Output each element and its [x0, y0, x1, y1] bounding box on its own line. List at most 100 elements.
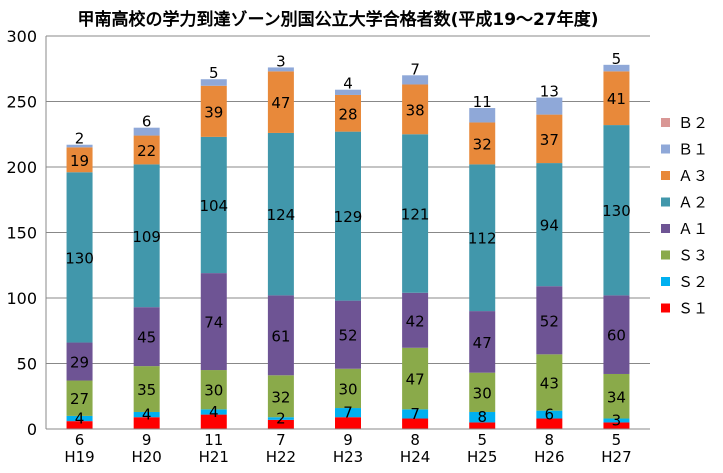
data-label: 7	[410, 60, 420, 78]
data-label: 47	[271, 94, 290, 112]
data-label: 2	[276, 410, 286, 428]
legend-swatch	[661, 118, 670, 127]
bar-segment	[66, 342, 93, 381]
axes	[45, 36, 650, 430]
bar-segment	[133, 127, 160, 136]
data-label: 11	[204, 431, 223, 449]
x-tick-label: H23	[333, 448, 363, 466]
data-label: 5	[612, 431, 622, 449]
bar-segment	[469, 422, 496, 429]
data-label: 5	[477, 431, 487, 449]
bar-segment	[335, 89, 361, 95]
bar-segment	[66, 380, 93, 416]
bar-segment	[469, 164, 496, 312]
bar-segment	[267, 71, 294, 133]
bar-segment	[536, 410, 563, 419]
bar-segment	[603, 295, 630, 374]
bar-segment	[335, 408, 361, 418]
bar-segment	[66, 421, 93, 429]
bar-segment	[335, 131, 361, 301]
data-label: 5	[209, 64, 219, 82]
bar-segment	[469, 122, 496, 165]
data-label: 30	[204, 382, 223, 400]
data-label: 6	[142, 113, 152, 131]
data-label: 7	[276, 431, 286, 449]
bar-segment	[200, 79, 227, 86]
data-label: 130	[65, 249, 94, 267]
data-label: 124	[267, 206, 296, 224]
bar-segment	[469, 311, 496, 373]
data-label: 43	[540, 374, 559, 392]
bar-segment	[335, 94, 361, 132]
x-tick-label: H20	[131, 448, 161, 466]
y-tick-label: 50	[17, 355, 37, 374]
y-tick-label: 250	[6, 93, 37, 112]
bar-segment	[200, 414, 227, 429]
bar-segment	[133, 417, 160, 429]
bar-segment	[133, 307, 160, 367]
bar-segment	[402, 292, 429, 348]
bar-segment	[402, 75, 429, 85]
y-tick-label: 150	[6, 224, 37, 243]
legend-swatch	[661, 303, 670, 313]
data-label: 130	[602, 202, 631, 220]
bar-segment	[469, 372, 496, 412]
bar-segment	[402, 347, 429, 410]
data-label: 47	[473, 334, 492, 352]
legend-label: Ａ１	[678, 220, 708, 238]
data-label: 28	[338, 105, 357, 123]
bar-segment	[335, 368, 361, 409]
data-label: 9	[343, 431, 353, 449]
data-label: 52	[338, 327, 357, 345]
bar-segment	[66, 172, 93, 343]
data-label: 5	[612, 50, 622, 68]
data-label: 38	[406, 101, 425, 119]
legend-label: Ｓ１	[678, 300, 708, 318]
legend-label: Ｂ２	[678, 114, 708, 132]
data-label: 37	[540, 131, 559, 149]
y-tick-label: 200	[6, 158, 37, 177]
bar-segment	[536, 114, 563, 164]
data-label: 22	[137, 142, 156, 160]
legend: Ｂ２ Ｂ１ Ａ３ Ａ２ Ａ１ Ｓ３ Ｓ２ Ｓ１	[661, 114, 708, 318]
bar-segment	[536, 97, 563, 115]
data-label: 129	[334, 208, 363, 226]
data-label: 47	[406, 371, 425, 389]
legend-swatch	[661, 171, 670, 180]
legend-label: Ｂ１	[678, 141, 708, 159]
data-label: 4	[209, 403, 219, 421]
legend-swatch	[661, 144, 670, 154]
x-tick-label: H27	[601, 448, 631, 466]
data-label: 32	[473, 135, 492, 153]
bar-segment	[469, 411, 496, 423]
data-label: 41	[607, 90, 626, 108]
y-tick-label: 0	[27, 420, 37, 439]
data-label: 11	[473, 93, 492, 111]
bars	[66, 64, 630, 429]
bar-segment	[66, 415, 93, 422]
bar-segment	[603, 418, 630, 423]
data-label: 19	[70, 152, 89, 170]
bar-segment	[402, 418, 429, 429]
bar-segment	[267, 417, 294, 420]
legend-label: Ａ２	[678, 194, 708, 212]
data-label: 8	[545, 431, 555, 449]
bar-segment	[603, 422, 630, 429]
x-tick-label: H24	[400, 448, 430, 466]
data-label: 35	[137, 381, 156, 399]
data-label: 29	[70, 354, 89, 372]
y-tick-label: 100	[6, 289, 37, 308]
bar-segment	[536, 286, 563, 355]
data-label: 109	[132, 228, 161, 246]
data-label: 8	[410, 431, 420, 449]
data-label: 112	[468, 230, 497, 248]
legend-swatch	[661, 224, 670, 233]
data-label: 13	[540, 83, 559, 101]
data-label: 6	[75, 431, 85, 449]
data-label: 74	[204, 314, 223, 332]
data-labels: 6427291301929435451092261143074104395723…	[65, 50, 631, 449]
bar-segment	[267, 375, 294, 418]
bar-segment	[200, 409, 227, 415]
legend-swatch	[661, 250, 670, 260]
